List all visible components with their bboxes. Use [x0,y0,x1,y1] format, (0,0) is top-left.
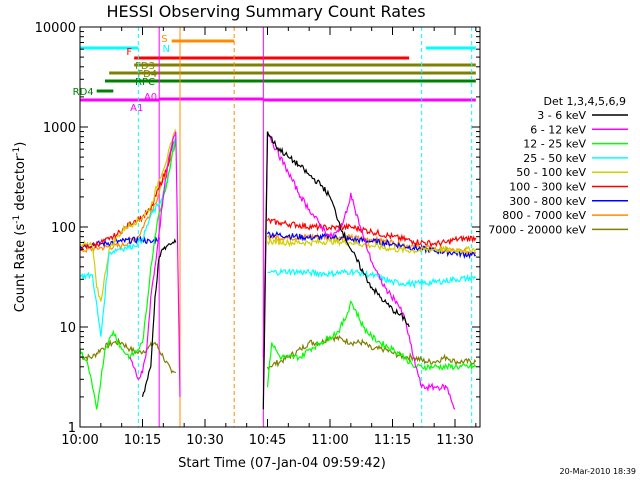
x-tick-label: 11:00 [311,433,348,448]
y-tick-label: 10000 [35,21,76,36]
flag-label: RD4 [73,87,94,98]
x-tick-label: 10:30 [186,433,223,448]
flag-label: FD3 [135,61,155,72]
x-tick-label: 10:45 [249,433,286,448]
flag-label: RPC [135,77,155,88]
flag-label: FD4 [137,69,157,80]
series-line [79,137,477,257]
series-line [129,131,456,410]
y-axis-label: Count Rate (s-1 detector-1) [12,142,28,313]
series-line [79,139,477,410]
series-line [79,128,477,302]
y-tick-label: 10 [59,321,76,336]
y-axis-label-sup1: -1 [12,215,22,224]
legend-label: 7000 - 20000 keV [488,223,586,236]
legend-label: 50 - 100 keV [516,166,586,179]
y-tick-label: 1 [68,421,76,436]
x-axis-label: Start Time (07-Jan-04 09:59:42) [178,456,386,471]
timestamp: 20-Mar-2010 18:39 [560,467,637,476]
reference-lines [137,27,473,427]
axes: 10:00 10:15 10:30 10:45 11:00 11:15 11:30 1 10 10… [35,21,480,448]
flag-label: F [126,47,132,58]
y-tick-label: 1000 [43,121,76,136]
y-axis-label-end: ) [13,142,28,147]
series-line [141,131,410,410]
legend-label: 100 - 300 keV [509,181,586,194]
flag-label: A1 [130,103,143,114]
legend-label: 12 - 25 keV [523,138,586,151]
series-line [79,136,477,251]
x-tick-label: 11:15 [374,433,411,448]
x-tick-label: 10:00 [61,433,98,448]
legend-label: 6 - 12 keV [530,123,586,136]
y-axis-label-main: Count Rate (s [13,224,28,313]
y-axis-label-sup2: -1 [12,147,22,156]
legend-label: 3 - 6 keV [537,109,586,122]
series-layer [79,128,477,410]
series-line [79,334,477,375]
y-tick-label: 100 [51,221,76,236]
flag-label: A0 [144,92,157,103]
chart-title: HESSI Observing Summary Count Rates [106,2,425,21]
legend-label: 300 - 800 keV [509,195,586,208]
y-axis-label-mid: detector [13,155,28,215]
series-line [79,136,477,337]
legend-title: Det 1,3,4,5,6,9 [543,95,626,108]
flag-label: N [163,44,170,55]
x-tick-label: 10:15 [124,433,161,448]
x-tick-label: 11:30 [436,433,473,448]
legend-label: 25 - 50 keV [523,152,586,165]
flag-label: S [161,34,167,45]
legend-label: 800 - 7000 keV [502,209,586,222]
